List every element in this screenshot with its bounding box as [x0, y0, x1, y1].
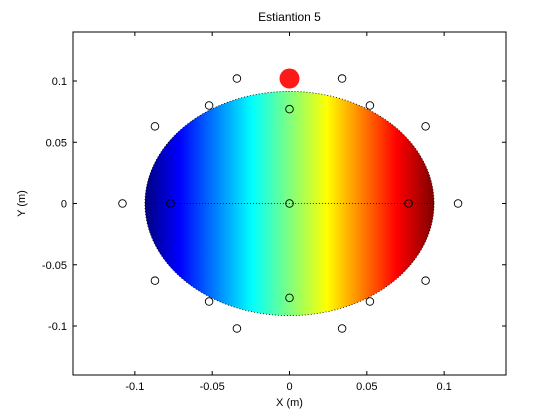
electrode-marker: [337, 74, 347, 83]
electrode-marker: [365, 297, 375, 306]
electrode-marker: [421, 276, 430, 285]
chart-title: Estiantion 5: [258, 10, 321, 24]
plot-area: [118, 68, 463, 333]
source-estimate-marker: [279, 68, 300, 89]
electrode-marker: [150, 276, 160, 285]
x-tick-label: -0.05: [200, 381, 225, 393]
electrode-marker: [453, 199, 463, 208]
electrode-marker: [285, 293, 294, 303]
electrode-marker: [285, 199, 294, 208]
x-tick-label: -0.1: [125, 381, 144, 393]
electrode-marker: [421, 122, 430, 131]
electrode-marker: [232, 74, 242, 83]
electrode-marker: [166, 199, 175, 208]
y-tick-label: 0.1: [52, 76, 67, 88]
electrode-marker: [365, 101, 375, 110]
electrode-marker: [204, 101, 214, 110]
y-tick-label: 0.05: [46, 137, 67, 149]
y-axis-label: Y (m): [16, 190, 28, 217]
electrode-marker: [232, 324, 242, 333]
x-tick-label: 0: [286, 381, 292, 393]
electrode-marker: [118, 199, 127, 208]
y-tick-label: 0: [61, 199, 67, 211]
electrode-marker: [204, 297, 214, 306]
x-tick-label: 0.05: [356, 381, 377, 393]
x-axis-label: X (m): [276, 397, 303, 409]
electrode-marker: [150, 122, 160, 131]
electrodes: [118, 74, 463, 333]
x-tick-label: 0.1: [436, 381, 451, 393]
electrode-marker: [337, 324, 347, 333]
y-axis-ticks: -0.1 -0.05 0 0.05 0.1: [42, 76, 506, 333]
electrode-marker: [285, 104, 294, 114]
y-tick-label: -0.1: [48, 321, 67, 333]
y-tick-label: -0.05: [42, 260, 67, 272]
electrode-marker: [404, 199, 413, 208]
x-axis-ticks: -0.1 -0.05 0 0.05 0.1: [125, 32, 452, 393]
